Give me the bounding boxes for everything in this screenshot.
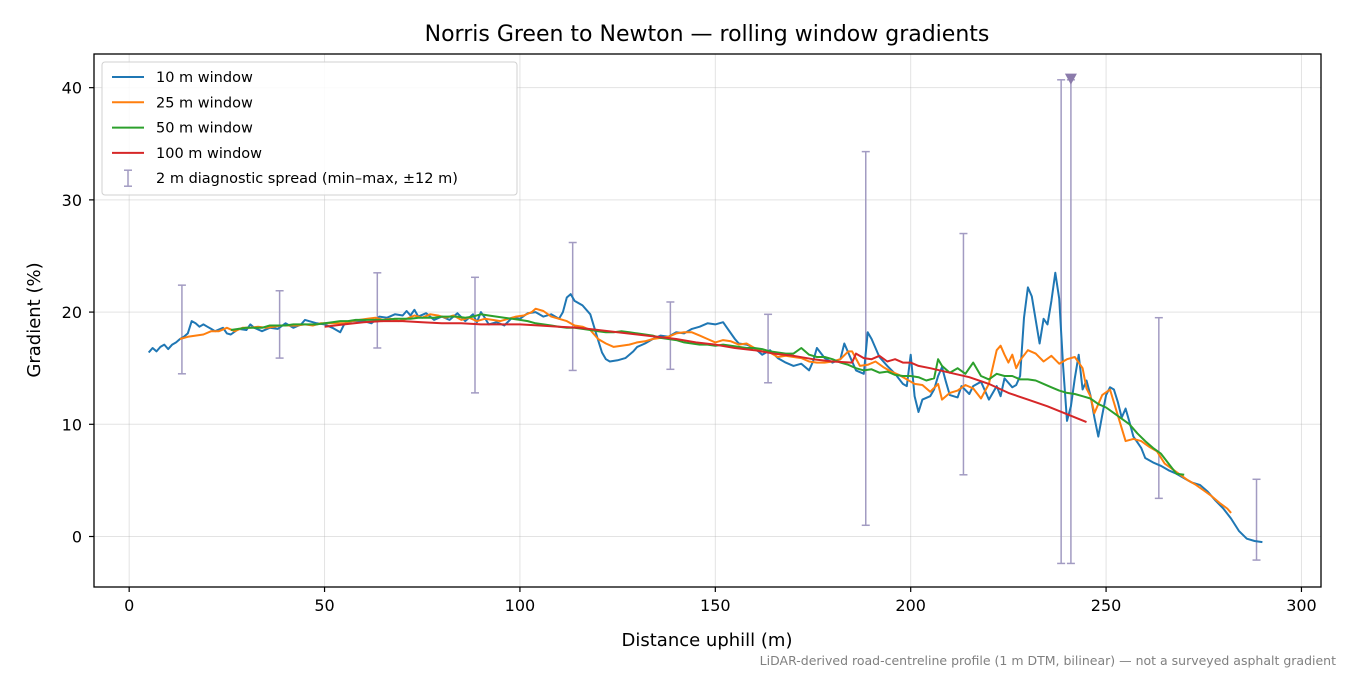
- x-tick-label: 250: [1091, 596, 1122, 615]
- series-line: [324, 320, 1087, 424]
- legend-label: 50 m window: [156, 121, 253, 137]
- y-tick-label: 30: [62, 191, 82, 210]
- x-tick-label: 100: [505, 596, 536, 615]
- error-bar: [764, 313, 773, 384]
- marker: [1064, 73, 1077, 85]
- error-bar: [373, 272, 382, 349]
- legend-entry: 25 m window: [112, 95, 253, 111]
- error-bar: [861, 150, 870, 527]
- legend-label: 100 m window: [156, 146, 262, 162]
- legend-entry: 10 m window: [112, 70, 253, 86]
- series-line: [179, 307, 1232, 514]
- x-axis-label: Distance uphill (m): [622, 630, 793, 651]
- error-bar: [568, 241, 577, 372]
- x-tick-label: 300: [1286, 596, 1317, 615]
- y-tick-label: 10: [62, 415, 82, 434]
- y-tick-label: 40: [62, 79, 82, 98]
- axes-frame: [93, 53, 1322, 588]
- x-tick-label: 0: [124, 596, 134, 615]
- x-tick-label: 50: [314, 596, 334, 615]
- legend-entry: 100 m window: [112, 146, 262, 162]
- error-bar: [1066, 79, 1075, 565]
- y-tick-label: 20: [62, 303, 82, 322]
- error-bar: [959, 232, 968, 476]
- error-bar: [275, 290, 284, 359]
- y-tick-label: 0: [72, 528, 82, 547]
- legend-label: 25 m window: [156, 95, 253, 111]
- legend: 10 m window 25 m window 50 m window 100 m w…: [101, 61, 518, 196]
- error-bar: [1252, 478, 1261, 561]
- legend-label: 2 m diagnostic spread (min–max, ±12 m): [156, 171, 458, 187]
- ticks: 0 50 100 150 200 250 300 0 10 20 30 40: [62, 79, 1317, 615]
- error-bar: [177, 284, 186, 375]
- series-lines: [147, 271, 1263, 544]
- chart-title: Norris Green to Newton — rolling window …: [425, 22, 990, 47]
- legend-entry: 50 m window: [112, 121, 253, 137]
- x-tick-label: 200: [895, 596, 926, 615]
- credit-note: LiDAR-derived road-centreline profile (1…: [760, 653, 1336, 668]
- y-axis-label: Gradient (%): [24, 262, 45, 377]
- x-tick-label: 150: [700, 596, 731, 615]
- error-bar: [1154, 316, 1163, 500]
- legend-label: 10 m window: [156, 70, 253, 86]
- legend-box: [101, 61, 518, 196]
- error-bar: [470, 276, 479, 394]
- legend-entry: 2 m diagnostic spread (min–max, ±12 m): [124, 169, 458, 187]
- peak-marker: [1064, 73, 1077, 85]
- series-line: [147, 271, 1263, 544]
